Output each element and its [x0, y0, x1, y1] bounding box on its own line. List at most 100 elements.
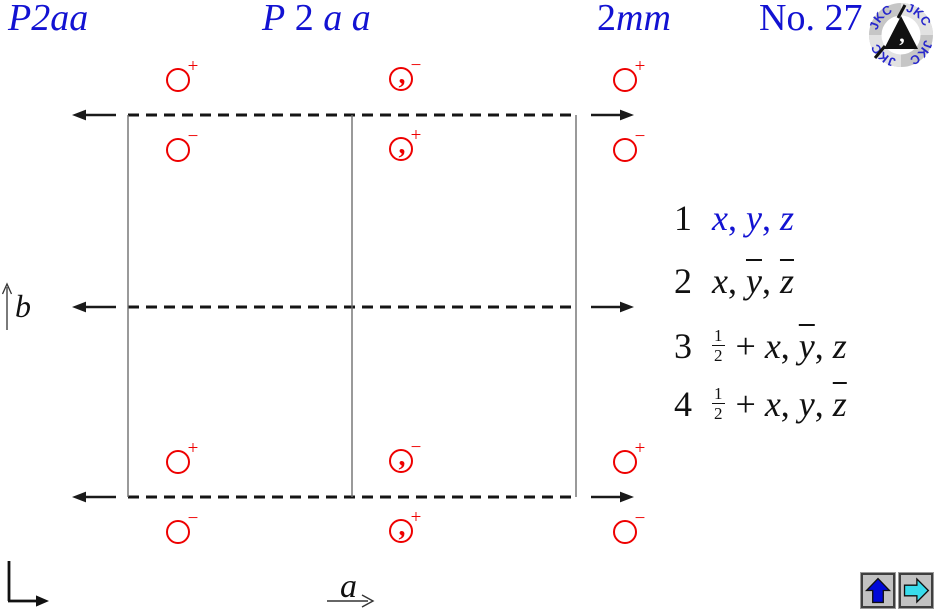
- coordinate-token: ,: [761, 198, 780, 238]
- logo-diagonal: [873, 45, 887, 59]
- symbol-token: a: [351, 0, 371, 39]
- atom-circle: [613, 520, 637, 544]
- logo-triangle: [884, 16, 918, 49]
- space-group-number: No. 27: [759, 0, 863, 39]
- point-group-symbol: 2mm: [597, 0, 671, 38]
- atom-circle-enantiomer: [389, 519, 413, 543]
- coordinate-negated: y: [745, 261, 762, 301]
- position-coordinates: x, y, z: [712, 260, 794, 302]
- height-sign: +: [188, 56, 199, 77]
- logo-ring-shade: [869, 35, 901, 67]
- comma-mark: ,: [399, 441, 406, 472]
- comma-mark: ,: [399, 511, 406, 542]
- atom-circle-enantiomer: [389, 67, 413, 91]
- coordinate-token: +: [726, 384, 765, 424]
- b-axis-label: b: [15, 288, 31, 324]
- comma-mark: ,: [399, 129, 406, 160]
- position-number: 1: [674, 198, 692, 238]
- a-axis-label: a: [340, 568, 357, 605]
- fraction-numerator: 1: [712, 383, 725, 404]
- coordinate-token: x: [764, 384, 781, 424]
- coordinate-token: ,: [814, 326, 833, 366]
- coordinate-negated: z: [832, 384, 847, 424]
- height-sign: +: [635, 438, 646, 459]
- height-sign: +: [635, 56, 646, 77]
- nav-up-button[interactable]: [860, 572, 896, 609]
- atom-circle: [166, 68, 190, 92]
- atom-circle: [613, 450, 637, 474]
- space-group-full-symbol: P 2 a a: [262, 0, 371, 38]
- atom-circle: [166, 450, 190, 474]
- position-coordinates: x, y, z: [712, 197, 794, 239]
- atom-circle: [613, 68, 637, 92]
- height-sign: +: [411, 507, 422, 528]
- coordinate-token: ,: [814, 384, 833, 424]
- position-number: 4: [674, 384, 692, 424]
- symbol-token: a: [323, 0, 343, 39]
- atom-circle-enantiomer: [389, 449, 413, 473]
- logo-comma: ,: [899, 22, 905, 47]
- atom-circle: [166, 138, 190, 162]
- coordinate-token: ,: [761, 261, 780, 301]
- coordinate-token: x: [712, 198, 728, 238]
- position-number: 2: [674, 261, 692, 301]
- symbol-token: 2: [597, 0, 616, 39]
- coordinate-token: z: [832, 326, 847, 366]
- nav-forward-button[interactable]: [898, 572, 934, 609]
- right-axis-arrowhead: [620, 109, 634, 121]
- height-sign: −: [635, 126, 646, 147]
- height-sign: −: [411, 55, 422, 76]
- right-axis-arrowhead: [620, 491, 634, 503]
- fraction-denominator: 2: [714, 403, 723, 423]
- position-number: 3: [674, 326, 692, 366]
- up-arrow-icon: [864, 577, 892, 604]
- left-axis-arrowhead: [72, 301, 86, 313]
- atom-circle: [166, 520, 190, 544]
- space-group-short-symbol: P2aa: [8, 0, 89, 39]
- coordinate-token: +: [726, 326, 765, 366]
- comma-mark: ,: [399, 59, 406, 90]
- fraction-numerator: 1: [712, 325, 725, 346]
- origin-arrowhead: [36, 595, 49, 607]
- coordinate-negated: y: [798, 326, 815, 366]
- coordinate-token: ,: [780, 384, 799, 424]
- left-axis-arrowhead: [72, 491, 86, 503]
- forward-arrow-icon: [903, 577, 930, 604]
- left-axis-arrowhead: [72, 109, 86, 121]
- right-axis-arrowhead: [620, 301, 634, 313]
- atom-circle-enantiomer: [389, 137, 413, 161]
- coordinate-token: y: [745, 198, 762, 238]
- height-sign: −: [188, 508, 199, 529]
- logo-ring-shade: [901, 3, 933, 35]
- atom-circle: [613, 138, 637, 162]
- a-axis-arrowhead: [361, 594, 375, 608]
- symbol-token: mm: [616, 0, 671, 39]
- height-sign: −: [635, 508, 646, 529]
- fraction-denominator: 2: [714, 345, 723, 365]
- coordinate-token: z: [779, 198, 794, 238]
- logo-diagonal: [896, 4, 907, 19]
- height-sign: +: [411, 125, 422, 146]
- coordinate-negated: z: [779, 261, 794, 301]
- symbol-token: P: [262, 0, 286, 39]
- coordinate-token: ,: [780, 326, 799, 366]
- coordinate-token: ,: [727, 261, 746, 301]
- coordinate-token: x: [712, 261, 728, 301]
- height-sign: −: [188, 126, 199, 147]
- b-axis-arrowhead: [1, 282, 13, 295]
- coordinate-token: ,: [727, 198, 746, 238]
- coordinate-token: x: [764, 326, 781, 366]
- height-sign: +: [188, 438, 199, 459]
- symbol-token: 2: [294, 0, 314, 39]
- coordinate-token: y: [798, 384, 815, 424]
